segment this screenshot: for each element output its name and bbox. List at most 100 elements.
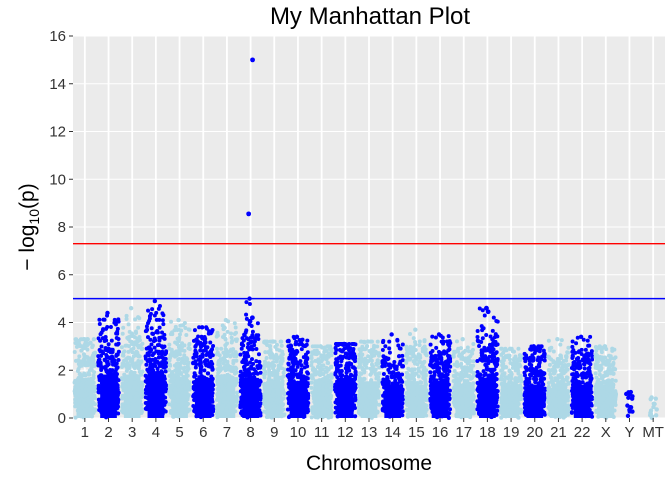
data-point: [381, 406, 386, 411]
data-point: [373, 402, 378, 407]
data-point: [180, 366, 185, 371]
data-point: [152, 345, 157, 350]
data-point: [434, 401, 439, 406]
data-point: [210, 413, 215, 418]
data-point: [255, 364, 260, 369]
data-point: [398, 346, 403, 351]
data-point: [267, 372, 272, 377]
data-point: [483, 348, 488, 353]
data-point: [485, 381, 490, 386]
data-point: [251, 361, 256, 366]
data-point: [203, 390, 208, 395]
data-point: [398, 359, 403, 364]
data-point: [327, 346, 332, 351]
data-point: [343, 409, 348, 414]
data-point: [170, 384, 175, 389]
data-point: [120, 402, 125, 407]
data-point: [115, 395, 120, 400]
data-point: [231, 361, 236, 366]
data-point: [462, 381, 467, 386]
data-point: [170, 370, 175, 375]
data-point: [335, 392, 340, 397]
data-point: [214, 405, 219, 410]
data-point: [269, 386, 274, 391]
data-point: [194, 387, 199, 392]
chromosome-points: [380, 332, 405, 419]
data-point: [369, 382, 374, 387]
data-point: [316, 350, 321, 355]
data-point: [279, 375, 284, 380]
data-point: [99, 349, 104, 354]
data-point: [119, 345, 124, 350]
data-point: [194, 362, 199, 367]
data-point: [281, 388, 286, 393]
data-point: [353, 374, 358, 379]
data-point: [162, 385, 167, 390]
data-point: [109, 338, 114, 343]
data-point: [480, 356, 485, 361]
data-point: [277, 364, 282, 369]
data-point: [186, 393, 191, 398]
data-point: [404, 401, 409, 406]
data-point: [156, 361, 161, 366]
data-point: [309, 363, 314, 368]
data-point: [453, 385, 458, 390]
data-point: [205, 398, 210, 403]
data-point: [171, 395, 176, 400]
data-point: [338, 354, 343, 359]
data-point: [250, 347, 255, 352]
data-point: [491, 375, 496, 380]
data-point: [423, 413, 428, 418]
data-point: [438, 355, 443, 360]
chromosome-points: [191, 325, 216, 420]
data-point: [146, 353, 151, 358]
data-point: [329, 387, 334, 392]
data-point: [483, 377, 488, 382]
data-point: [393, 378, 398, 383]
data-point: [146, 321, 151, 326]
data-point: [268, 355, 273, 360]
data-point: [160, 311, 165, 316]
data-point: [408, 380, 413, 385]
data-point: [203, 376, 208, 381]
data-point: [298, 386, 303, 391]
data-point: [250, 413, 255, 418]
data-point: [411, 383, 416, 388]
data-point: [483, 412, 488, 417]
data-point: [441, 341, 446, 346]
data-point: [494, 412, 499, 417]
data-point: [215, 350, 220, 355]
data-point: [435, 366, 440, 371]
data-point: [116, 358, 121, 363]
data-point: [362, 376, 367, 381]
data-point: [202, 368, 207, 373]
data-point: [415, 395, 420, 400]
data-point: [295, 380, 300, 385]
data-point: [81, 389, 86, 394]
data-point: [136, 376, 141, 381]
data-point: [477, 408, 482, 413]
data-point: [196, 409, 201, 414]
data-point: [186, 360, 191, 365]
data-point: [439, 389, 444, 394]
data-point: [121, 388, 126, 393]
data-point: [264, 404, 269, 409]
data-point: [399, 378, 404, 383]
data-point: [207, 382, 212, 387]
data-point: [126, 322, 131, 327]
data-point: [369, 358, 374, 363]
data-point: [471, 370, 476, 375]
data-point: [488, 414, 493, 419]
data-point: [356, 405, 361, 410]
data-point: [198, 396, 203, 401]
data-point: [115, 385, 120, 390]
data-point: [289, 388, 294, 393]
data-point: [404, 370, 409, 375]
data-point: [404, 347, 409, 352]
data-point: [105, 395, 110, 400]
data-point: [361, 359, 366, 364]
data-point: [286, 362, 291, 367]
data-point: [351, 365, 356, 370]
data-point: [492, 335, 497, 340]
data-point: [395, 338, 400, 343]
